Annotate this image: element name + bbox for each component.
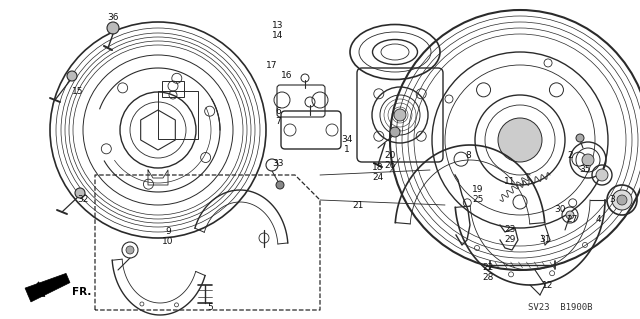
Circle shape [582, 154, 594, 166]
Circle shape [394, 109, 406, 121]
Text: 24: 24 [372, 174, 383, 182]
Text: 29: 29 [504, 235, 516, 244]
Text: 11: 11 [504, 177, 516, 187]
Circle shape [390, 127, 400, 137]
Text: 6: 6 [275, 108, 281, 116]
Text: 7: 7 [275, 117, 281, 127]
Circle shape [126, 246, 134, 254]
Text: 14: 14 [272, 31, 284, 40]
Text: 35: 35 [579, 166, 591, 174]
Text: 27: 27 [566, 216, 578, 225]
Text: 12: 12 [542, 280, 554, 290]
Text: 23: 23 [504, 226, 516, 234]
Text: 4: 4 [595, 216, 601, 225]
Text: 28: 28 [483, 273, 493, 283]
Text: 10: 10 [163, 238, 173, 247]
Text: 36: 36 [108, 13, 119, 23]
Polygon shape [25, 273, 70, 302]
Text: 15: 15 [72, 87, 84, 97]
Text: 8: 8 [465, 151, 471, 160]
Circle shape [576, 134, 584, 142]
Text: 34: 34 [341, 136, 353, 145]
Circle shape [612, 190, 632, 210]
Text: 21: 21 [352, 201, 364, 210]
Circle shape [596, 169, 608, 181]
Text: 13: 13 [272, 20, 284, 29]
Text: 3: 3 [609, 196, 615, 204]
Text: 20: 20 [384, 151, 396, 160]
Text: 33: 33 [272, 159, 284, 167]
Text: 30: 30 [554, 205, 566, 214]
Circle shape [566, 211, 574, 219]
Polygon shape [28, 282, 45, 296]
Circle shape [107, 22, 119, 34]
Text: 5: 5 [207, 303, 213, 313]
Text: 26: 26 [384, 160, 396, 169]
Text: 1: 1 [344, 145, 350, 154]
Text: 32: 32 [77, 196, 89, 204]
Text: 18: 18 [372, 164, 384, 173]
Circle shape [617, 195, 627, 205]
Text: 31: 31 [540, 235, 551, 244]
Text: 19: 19 [472, 186, 484, 195]
Text: 25: 25 [472, 196, 484, 204]
Circle shape [498, 118, 542, 162]
Circle shape [276, 181, 284, 189]
Text: SV23  B1900B: SV23 B1900B [528, 303, 592, 313]
Text: FR.: FR. [72, 287, 92, 297]
Text: 2: 2 [567, 151, 573, 160]
Text: 9: 9 [165, 227, 171, 236]
Circle shape [67, 71, 77, 81]
Text: 17: 17 [266, 61, 278, 70]
Circle shape [75, 188, 85, 198]
Text: 16: 16 [281, 70, 292, 79]
Text: 22: 22 [483, 263, 493, 272]
